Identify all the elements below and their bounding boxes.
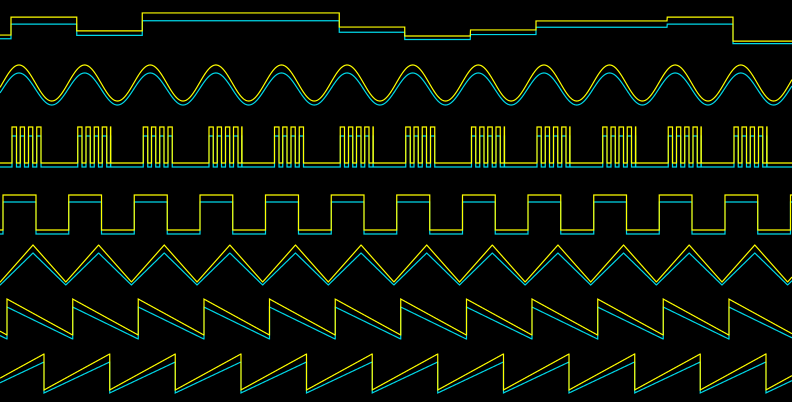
- trace-cyan-triangle: [0, 252, 792, 286]
- trace-cyan-pulse-burst: [0, 135, 792, 168]
- trace-cyan-sawtooth-rising: [0, 361, 792, 394]
- trace-yellow-sawtooth-rising: [0, 353, 792, 392]
- trace-yellow-sine: [0, 64, 792, 102]
- trace-cyan-square: [0, 201, 792, 235]
- trace-yellow-pulse-burst: [0, 126, 792, 164]
- trace-yellow-square: [0, 194, 792, 231]
- trace-cyan-sawtooth-falling: [0, 306, 792, 340]
- trace-yellow-triangle: [0, 244, 792, 283]
- trace-yellow-sawtooth-falling: [0, 297, 792, 336]
- trace-cyan-sine: [0, 72, 792, 106]
- trace-yellow-stepped-random: [0, 12, 792, 42]
- trace-cyan-stepped-random: [0, 20, 792, 45]
